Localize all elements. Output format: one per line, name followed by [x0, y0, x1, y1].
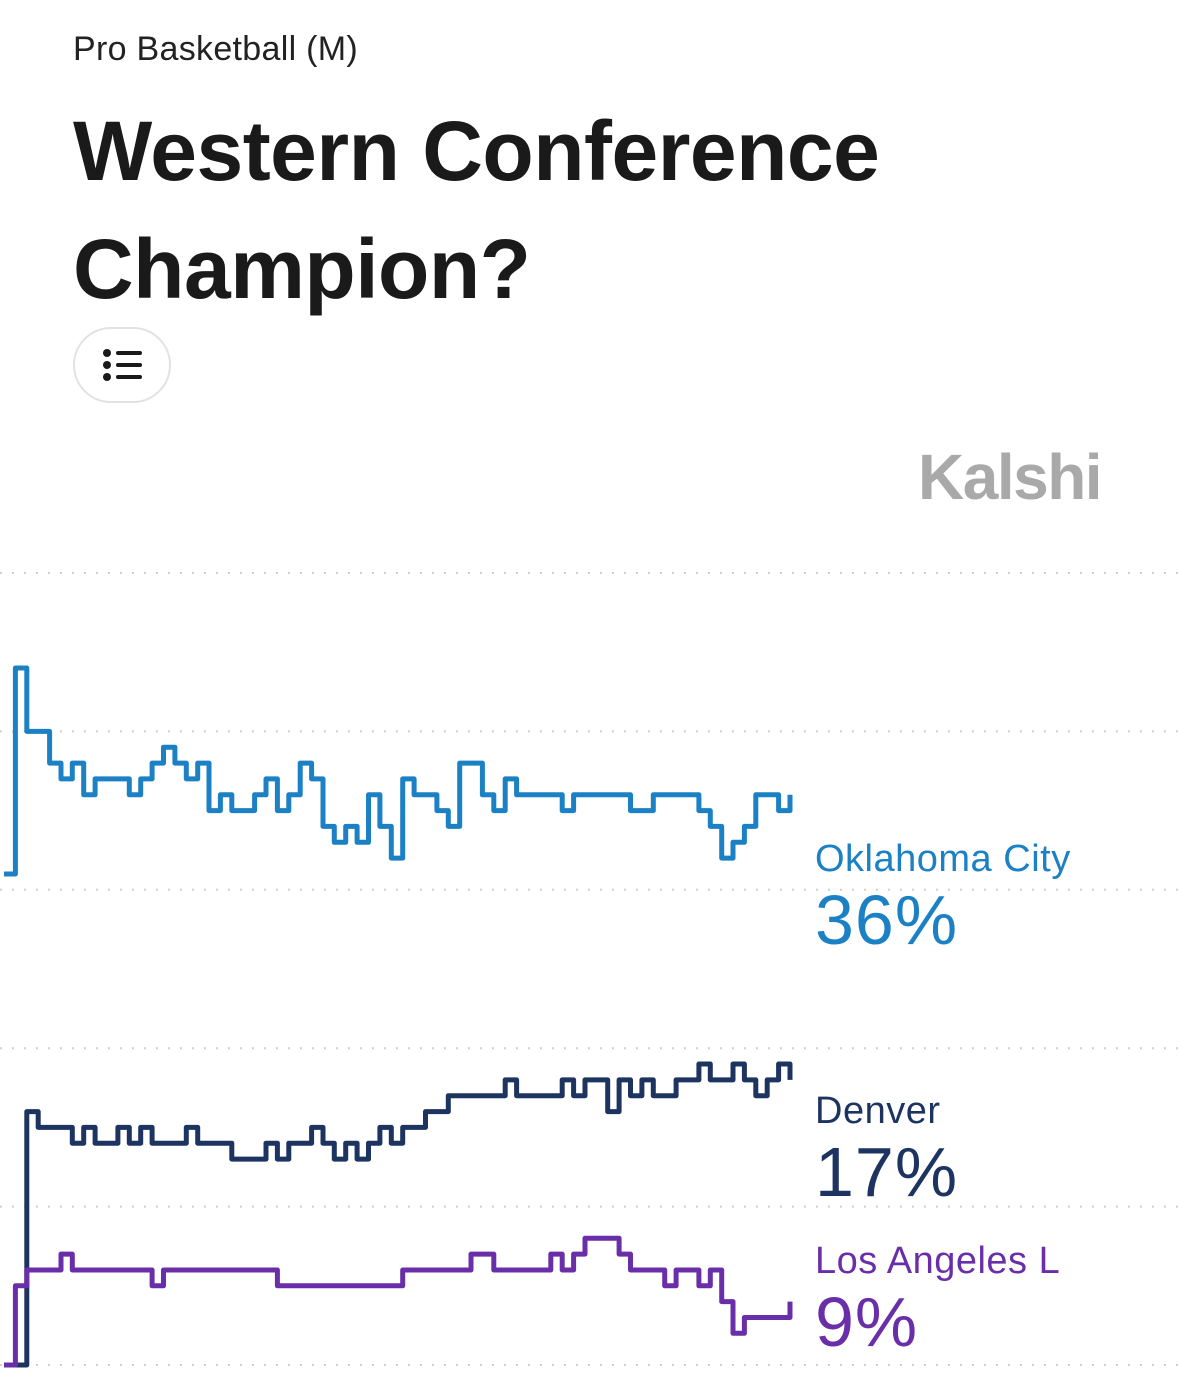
series-label-denver: Denver [815, 1090, 941, 1132]
series-pct-los-angeles-l: 9% [815, 1283, 919, 1361]
series-label-oklahoma-city: Oklahoma City [815, 838, 1071, 880]
probability-chart [0, 572, 1179, 1368]
chart-series [4, 665, 793, 1368]
market-category: Pro Basketball (M) [73, 30, 359, 68]
series-pct-oklahoma-city: 36% [815, 881, 959, 959]
series-line-oklahoma-city [4, 665, 793, 877]
series-label-los-angeles-l: Los Angeles L [815, 1240, 1061, 1282]
series-line-los-angeles-l [4, 1235, 793, 1368]
kalshi-logo: Kalshi [918, 441, 1103, 513]
chart-gridlines [0, 572, 1179, 1366]
series-pct-denver: 17% [815, 1133, 959, 1211]
series-line-denver [4, 1061, 793, 1368]
market-title: Western Conference Champion? [73, 104, 880, 316]
list-icon [103, 349, 142, 381]
outcomes-list-button[interactable] [73, 327, 171, 403]
